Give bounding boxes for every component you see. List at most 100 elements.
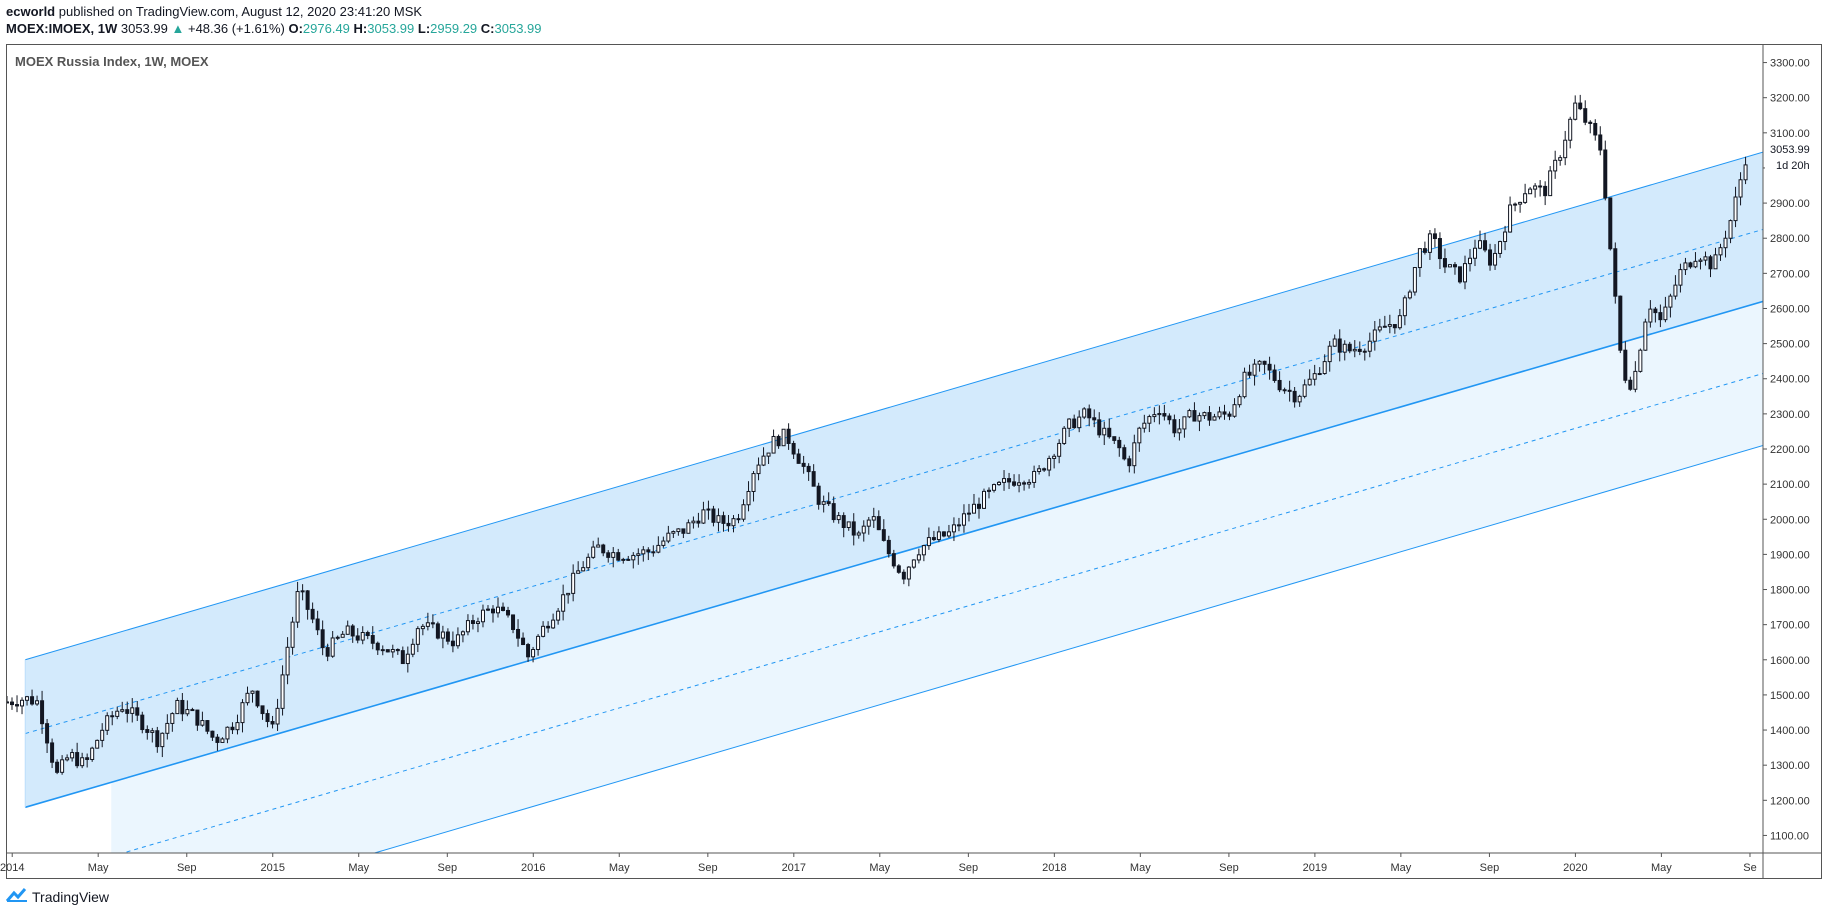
candle-body [1097,419,1102,436]
candle-body [1277,379,1282,391]
y-tick-label: 2200.00 [1770,444,1810,456]
candle-body [1668,295,1673,308]
candle-body [1462,263,1467,283]
candle-body [636,553,641,556]
candle-body [1648,308,1653,323]
candle-body [1357,348,1362,352]
symbol-label[interactable]: MOEX:IMOEX, 1W [6,21,118,36]
candle-body [25,696,30,701]
candle-body [646,549,651,553]
candle-body [455,634,460,647]
candle-body [1047,457,1052,471]
candle-body [1683,262,1688,271]
candle-body [1678,269,1683,286]
candle-body [420,625,425,630]
high-label: H: [353,21,368,36]
x-tick-label: 2020 [1563,862,1587,874]
candle-body [1427,233,1432,253]
candle-body [761,455,766,466]
candle-body [806,465,811,473]
candle-body [1142,422,1147,429]
candle-body [716,515,721,523]
candle-body [390,648,395,653]
y-tick-label: 1900.00 [1770,549,1810,561]
candle-body [465,620,470,633]
candle-body [140,714,145,731]
candle-body [746,490,751,506]
candle-body [816,485,821,505]
candle-body [811,471,816,487]
candle-body [876,516,881,531]
x-tick-label: Sep [959,862,979,874]
candle-body [641,549,646,555]
candle-body [831,503,836,521]
candle-body [1693,260,1698,268]
candle-body [1147,416,1152,424]
candle-body [801,462,806,467]
tradingview-logo-icon [5,888,28,905]
candle-body [766,452,771,457]
candle-body [591,546,596,558]
candle-body [661,540,666,546]
candle-body [1217,411,1222,418]
candle-body [145,729,150,733]
candle-body [976,503,981,509]
candle-body [185,709,190,715]
candle-body [385,649,390,653]
candle-body [125,709,130,714]
y-tick-label: 1600.00 [1770,655,1810,667]
candle-body [425,622,430,627]
candle-body [992,484,997,491]
candle-body [220,738,225,743]
candle-body [7,701,10,704]
candle-body [230,726,235,731]
candle-body [65,757,70,761]
candle-body [941,531,946,537]
candle-body [511,614,516,630]
candle-body [85,757,90,760]
x-tick-label: May [1130,862,1151,874]
author-name[interactable]: ecworld [6,4,56,19]
candle-body [50,742,55,763]
candle-body [1638,349,1643,372]
x-tick-label: May [348,862,369,874]
candle-body [1262,360,1267,365]
candle-body [190,709,195,712]
candle-body [981,490,987,509]
candle-body [1723,237,1728,249]
candle-body [1372,329,1377,342]
candle-body [596,544,601,548]
candle-body [1483,240,1488,251]
footer-branding[interactable]: TradingView [5,888,109,905]
chart-frame[interactable] [6,44,1822,879]
candle-body [1137,427,1142,444]
x-tick-label: Sep [1219,862,1239,874]
candle-body [1062,427,1067,444]
candle-body [350,625,355,637]
candle-body [1327,345,1332,363]
y-tick-label: 3200.00 [1770,93,1810,105]
candle-body [686,522,691,534]
candle-body [1568,118,1573,141]
candle-body [931,537,936,541]
candle-body [1362,350,1367,353]
candle-body [155,730,160,748]
candle-body [165,722,170,734]
candle-body [1663,306,1668,321]
candle-body [1578,102,1583,110]
y-tick-label: 1200.00 [1770,795,1810,807]
candle-body [250,690,255,694]
candle-body [656,544,661,553]
candle-body [1377,326,1382,331]
y-tick-label: 1800.00 [1770,585,1810,597]
candle-body [1553,159,1558,172]
candle-body [280,674,285,709]
y-tick-label: 2100.00 [1770,479,1810,491]
candle-body [1688,262,1693,268]
candle-body [1282,389,1287,392]
candle-body [551,619,556,629]
candle-body [1212,416,1217,421]
candle-body [210,730,215,738]
candle-body [260,705,265,715]
